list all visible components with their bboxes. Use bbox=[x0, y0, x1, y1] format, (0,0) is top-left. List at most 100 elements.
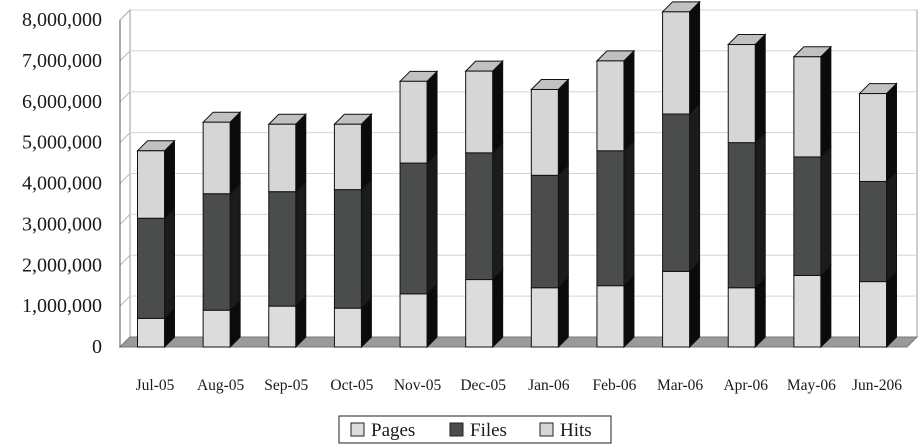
y-tick-label: 4,000,000 bbox=[22, 173, 102, 195]
bar-pages-mar-06-side bbox=[689, 260, 701, 349]
x-tick-label: Aug-05 bbox=[197, 377, 245, 394]
y-axis: 0 1,000,000 2,000,000 3,000,000 4,000,000 5,0… bbox=[22, 9, 121, 358]
bar-pages-feb-06-front bbox=[596, 285, 625, 348]
bar-stack-may-06 bbox=[792, 45, 833, 349]
bar-hits-jun-206 bbox=[858, 82, 898, 183]
bar-files-sep-05-side bbox=[295, 180, 307, 308]
bar-pages-jul-05-front bbox=[137, 317, 165, 348]
bar-files-jan-06-front bbox=[530, 174, 559, 289]
bar-hits-dec-05-front bbox=[465, 70, 494, 154]
legend-label: Hits bbox=[560, 420, 592, 441]
gridline-diagonal bbox=[119, 132, 131, 143]
bar-files-nov-05-front bbox=[399, 162, 428, 295]
bar-hits-feb-06 bbox=[595, 49, 636, 153]
bar-files-jan-06-side bbox=[557, 164, 569, 289]
bar-files-aug-05-side bbox=[229, 182, 241, 312]
bar-files-mar-06 bbox=[662, 102, 701, 273]
bar-hits-jul-05 bbox=[136, 139, 176, 220]
bar-pages-dec-05 bbox=[465, 268, 504, 349]
bar-files-jun-206-front bbox=[859, 180, 887, 283]
bar-files-aug-05 bbox=[202, 182, 241, 312]
bar-pages-may-06-front bbox=[793, 274, 822, 348]
y-tick-label: 6,000,000 bbox=[22, 91, 102, 113]
legend-item-hits: Hits bbox=[539, 420, 592, 441]
x-tick-label: Jul-05 bbox=[136, 377, 175, 394]
bar-files-dec-05-side bbox=[492, 141, 504, 281]
bar-hits-nov-05-side bbox=[426, 70, 438, 165]
bar-stack-jul-05 bbox=[136, 139, 176, 349]
bar-pages-may-06 bbox=[793, 264, 832, 349]
bar-hits-apr-06 bbox=[727, 33, 767, 144]
bar-hits-jul-05-side bbox=[164, 139, 175, 220]
gridline-diagonal bbox=[119, 91, 131, 103]
bar-hits-apr-06-front bbox=[727, 44, 756, 144]
bar-files-jul-05 bbox=[137, 207, 175, 320]
bar-pages-jun-206-front bbox=[859, 281, 887, 348]
bar-stack-feb-06 bbox=[595, 49, 636, 349]
bar-hits-oct-05-front bbox=[333, 123, 362, 191]
bar-hits-jun-206-side bbox=[886, 82, 897, 183]
bar-hits-feb-06-front bbox=[596, 60, 625, 152]
bar-pages-nov-05-front bbox=[399, 293, 428, 348]
bar-files-dec-05-front bbox=[465, 152, 494, 281]
bar-hits-oct-05 bbox=[333, 113, 373, 191]
y-tick-label: 5,000,000 bbox=[22, 132, 102, 154]
bar-files-jun-206 bbox=[859, 170, 897, 283]
legend-box bbox=[338, 415, 612, 444]
y-tick-label: 3,000,000 bbox=[22, 213, 102, 235]
legend-item-pages: Pages bbox=[350, 420, 415, 441]
bar-pages-dec-05-front bbox=[465, 279, 494, 348]
bar-pages-mar-06 bbox=[662, 260, 701, 349]
bar-hits-sep-05-front bbox=[268, 123, 297, 193]
y-tick-label: 1,000,000 bbox=[22, 295, 102, 317]
bar-hits-dec-05-side bbox=[492, 59, 504, 155]
bar-pages-jan-06-side bbox=[557, 276, 569, 349]
bar-pages-sep-05 bbox=[268, 294, 307, 349]
x-tick-label: Nov-05 bbox=[394, 377, 442, 394]
bar-pages-oct-05 bbox=[333, 296, 372, 349]
bar-files-may-06-front bbox=[793, 156, 822, 276]
bar-pages-mar-06-front bbox=[662, 270, 691, 348]
legend-item-files: Files bbox=[449, 420, 507, 441]
bar-files-feb-06 bbox=[596, 139, 635, 287]
bar-files-feb-06-front bbox=[596, 150, 625, 287]
y-tick-label: 8,000,000 bbox=[22, 9, 102, 31]
x-tick-label: Jan-06 bbox=[528, 377, 570, 394]
bar-hits-jan-06 bbox=[530, 78, 570, 177]
bar-pages-aug-05-front bbox=[202, 309, 231, 348]
bar-hits-mar-06-front bbox=[662, 11, 691, 115]
bar-hits-feb-06-side bbox=[623, 49, 635, 153]
bar-pages-jan-06 bbox=[530, 276, 569, 349]
bar-files-apr-06 bbox=[727, 131, 766, 289]
x-tick-label: Dec-05 bbox=[460, 377, 506, 394]
bar-hits-sep-05 bbox=[267, 113, 307, 193]
legend-swatch bbox=[539, 422, 554, 437]
bar-hits-jan-06-side bbox=[557, 78, 569, 177]
bar-files-jul-05-front bbox=[137, 217, 165, 319]
bar-hits-may-06-side bbox=[820, 45, 832, 159]
bar-stack-aug-05 bbox=[201, 110, 242, 349]
y-tick-label: 7,000,000 bbox=[22, 50, 102, 72]
bar-hits-apr-06-side bbox=[754, 33, 766, 144]
x-tick-label: May-06 bbox=[787, 377, 836, 394]
bar-files-mar-06-front bbox=[662, 113, 691, 272]
bar-files-nov-05-side bbox=[426, 151, 438, 296]
bar-stack-sep-05 bbox=[267, 113, 307, 349]
bar-hits-jul-05-front bbox=[137, 150, 165, 219]
gridlines bbox=[119, 9, 917, 348]
bar-stack-jan-06 bbox=[530, 78, 570, 349]
bar-files-jan-06 bbox=[530, 164, 569, 289]
bar-files-apr-06-front bbox=[727, 142, 756, 289]
gridline-diagonal bbox=[119, 9, 131, 21]
bar-files-oct-05-front bbox=[333, 189, 362, 309]
bar-files-mar-06-side bbox=[689, 102, 701, 273]
bar-files-may-06-side bbox=[820, 145, 832, 277]
bar-hits-aug-05-front bbox=[202, 121, 231, 195]
bar-files-may-06 bbox=[793, 145, 832, 277]
bar-pages-nov-05-side bbox=[426, 282, 438, 349]
bar-files-oct-05-side bbox=[360, 178, 372, 310]
legend-swatch bbox=[350, 422, 365, 437]
bar-pages-jun-206-side bbox=[886, 270, 897, 349]
bar-hits-may-06-front bbox=[793, 56, 822, 158]
gridline-diagonal bbox=[119, 254, 131, 266]
